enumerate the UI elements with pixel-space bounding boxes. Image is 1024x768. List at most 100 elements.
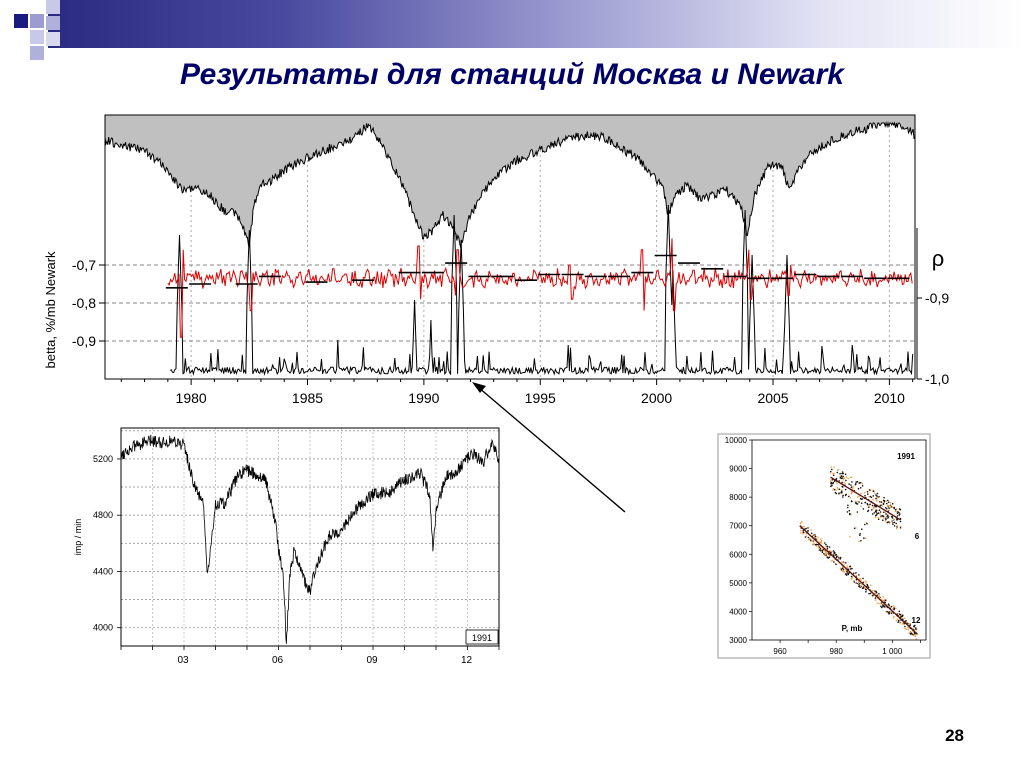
scatter-point	[832, 481, 835, 484]
scatter-point	[845, 476, 848, 478]
scatter-point	[858, 482, 860, 484]
scatter-point	[899, 525, 902, 528]
scatter-point	[845, 573, 847, 575]
scatter-point	[859, 482, 862, 484]
scatter-point	[886, 508, 888, 510]
scatter-point	[860, 502, 863, 505]
scatter-point	[857, 487, 860, 490]
scatter-point	[825, 552, 828, 555]
scatter-point	[878, 602, 880, 605]
br-y-tick-label: 4000	[729, 607, 747, 616]
scatter-point	[871, 504, 874, 507]
scatter-point	[841, 471, 844, 473]
scatter-point	[876, 509, 879, 512]
scatter-point	[805, 527, 807, 530]
scatter-point	[858, 578, 861, 580]
scatter-point	[807, 536, 810, 539]
scatter-point	[893, 525, 896, 527]
rho-line	[169, 204, 914, 376]
scatter-point	[814, 535, 817, 538]
scatter-point	[907, 629, 910, 631]
squares-decor-icon	[0, 0, 80, 64]
scatter-point	[890, 612, 893, 614]
scatter-point	[914, 624, 916, 627]
scatter-point	[800, 529, 802, 532]
scatter-point	[915, 628, 917, 630]
scatter-point	[875, 509, 877, 512]
scatter-point	[907, 622, 909, 625]
scatter-point	[869, 503, 871, 506]
bl-year-label: 1991	[472, 633, 492, 643]
scatter-point	[865, 582, 867, 584]
scatter-point	[859, 533, 861, 535]
scatter-point	[835, 477, 838, 480]
scatter-point	[854, 500, 857, 503]
br-y-tick-label: 7000	[729, 522, 747, 531]
scatter-point	[842, 570, 844, 573]
scatter-point	[914, 635, 917, 637]
scatter-point	[831, 484, 833, 487]
scatter-point	[899, 622, 901, 624]
scatter-point	[907, 627, 910, 629]
scatter-point	[861, 498, 864, 500]
scatter-point	[844, 483, 847, 485]
scatter-point	[891, 521, 894, 523]
scatter-point	[880, 515, 882, 517]
scatter-point	[852, 486, 854, 488]
scatter-point	[841, 472, 843, 475]
scatter-point	[810, 540, 812, 543]
scatter-point	[838, 557, 840, 559]
scatter-point	[905, 620, 907, 622]
scatter-point	[893, 507, 895, 510]
scatter-point	[833, 466, 835, 468]
scatter-point	[855, 572, 857, 574]
scatter-point	[876, 499, 878, 502]
scatter-point	[914, 632, 916, 635]
scatter-point	[885, 513, 887, 515]
scatter-point	[836, 486, 839, 489]
scatter-point	[832, 550, 835, 552]
scatter-point	[853, 527, 856, 530]
scatter-point	[856, 511, 859, 513]
scatter-point	[817, 536, 819, 539]
scatter-point	[865, 580, 867, 582]
scatter-point	[896, 618, 899, 621]
scatter-point	[830, 480, 832, 483]
scatter-point	[834, 554, 837, 556]
scatter-point	[837, 488, 839, 490]
scatter-point	[848, 509, 851, 512]
scatter-point	[888, 507, 890, 509]
br-plot-frame	[751, 439, 927, 641]
scatter-point	[830, 560, 832, 562]
scatter-point	[839, 477, 842, 479]
scatter-point	[860, 540, 862, 542]
scatter-point	[861, 483, 864, 485]
br-annot-6: 6	[915, 532, 920, 541]
main-y2-axis: -0,9 -1,0	[917, 290, 949, 387]
scatter-point	[838, 480, 840, 482]
scatter-point	[853, 580, 855, 582]
scatter-point	[828, 555, 831, 557]
scatter-point	[846, 511, 849, 513]
br-x-tick-label: 1 000	[882, 647, 903, 656]
scatter-point	[866, 491, 869, 493]
scatter-point	[896, 518, 899, 521]
scatter-point	[809, 538, 812, 540]
scatter-point	[855, 481, 857, 483]
scatter-point	[834, 491, 837, 494]
bl-x-tick-label: 06	[272, 655, 284, 666]
fit-line	[830, 476, 902, 521]
scatter-point	[879, 513, 881, 515]
scatter-point	[893, 615, 895, 618]
scatter-point	[881, 515, 884, 517]
scatter-point	[842, 479, 845, 481]
scatter-point	[836, 471, 839, 474]
scatter-point	[884, 520, 887, 522]
scatter-point	[861, 485, 864, 487]
scatter-point	[833, 488, 836, 491]
main-ylabel: betta, %/mb Newark	[43, 251, 58, 369]
scatter-point	[823, 552, 825, 555]
scatter-point	[896, 526, 898, 528]
scatter-point	[879, 603, 882, 605]
counting-rate-chart: 03 06 09 12 4000 4400 4800 5200 imp / min 1991	[73, 427, 500, 666]
